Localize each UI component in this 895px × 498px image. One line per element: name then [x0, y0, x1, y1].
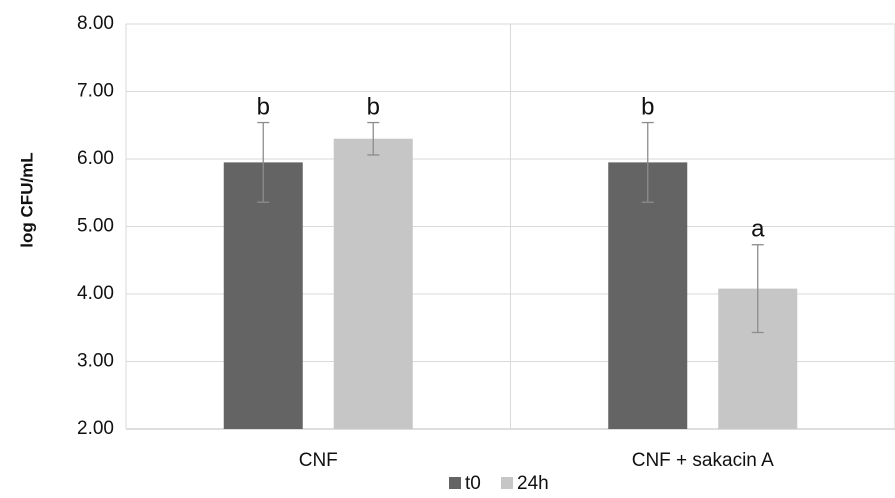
y-tick-label: 7.00: [77, 81, 114, 102]
bar-t0: [608, 162, 688, 429]
significance-label: b: [367, 94, 380, 121]
y-tick-label: 5.00: [77, 216, 114, 237]
legend-label-t0: t0: [465, 473, 481, 494]
y-tick-label: 2.00: [77, 418, 114, 439]
bar-t0: [223, 162, 303, 429]
legend-swatch-t0: [449, 477, 461, 489]
significance-label: b: [641, 94, 654, 121]
y-tick-label: 4.00: [77, 283, 114, 304]
y-tick-label: 6.00: [77, 148, 114, 169]
significance-label: b: [257, 94, 270, 121]
y-tick-label: 8.00: [77, 13, 114, 34]
y-axis: 2.00 3.00 4.00 5.00 6.00 7.00 8.00: [77, 13, 114, 439]
legend-label-24h: 24h: [517, 473, 549, 494]
y-axis-label: log CFU/mL: [17, 152, 36, 247]
error-bars: [257, 121, 764, 334]
significance-labels: b b b a: [257, 94, 766, 243]
x-axis-categories: CNF CNF + sakacin A: [299, 450, 774, 471]
category-label: CNF: [299, 450, 338, 471]
category-label: CNF + sakacin A: [632, 450, 774, 471]
bar-24h: [333, 138, 413, 429]
legend-swatch-24h: [501, 477, 513, 489]
y-tick-label: 3.00: [77, 351, 114, 372]
significance-label: a: [751, 216, 765, 243]
bars: [223, 138, 798, 429]
legend: t0 24h: [449, 473, 549, 494]
